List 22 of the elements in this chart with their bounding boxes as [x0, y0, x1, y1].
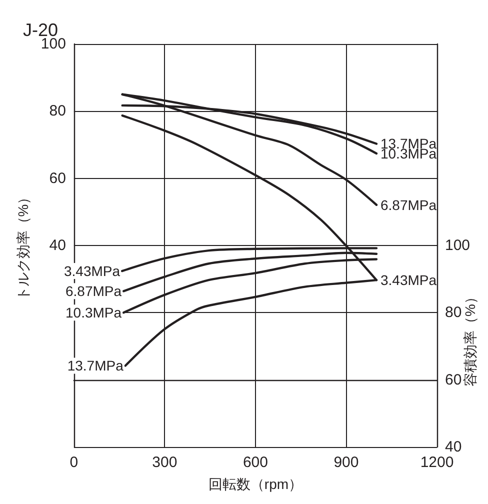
series-label: 3.43MPa [380, 272, 437, 288]
series-label: 6.87MPa [66, 283, 122, 300]
y-tick-label: 100 [40, 36, 66, 52]
series-label: 13.7MPa [67, 358, 124, 374]
x-tick-label: 300 [152, 454, 178, 471]
y2-tick-label: 40 [445, 438, 462, 456]
x-tick-label: 1200 [420, 454, 454, 471]
x-tick-label: 900 [334, 454, 359, 471]
y-tick-label: 40 [49, 237, 66, 254]
y2-axis-title: 容積効率（%） [462, 290, 478, 386]
y-axis-title: トルク効率（%） [15, 190, 31, 301]
y-tick-label: 80 [49, 102, 66, 120]
x-tick-label: 0 [70, 454, 78, 471]
series-label: 6.87MPa [380, 196, 437, 213]
x-tick-label: 600 [242, 454, 268, 471]
y-tick-label: 60 [49, 170, 66, 187]
series-label: 3.43MPa [64, 263, 120, 280]
y2-tick-label: 100 [445, 237, 470, 254]
y2-tick-label: 80 [445, 304, 462, 322]
x-axis-title: 回転数（rpm） [208, 476, 303, 492]
series-label: 10.3MPa [66, 304, 122, 321]
y2-tick-label: 60 [445, 371, 462, 388]
